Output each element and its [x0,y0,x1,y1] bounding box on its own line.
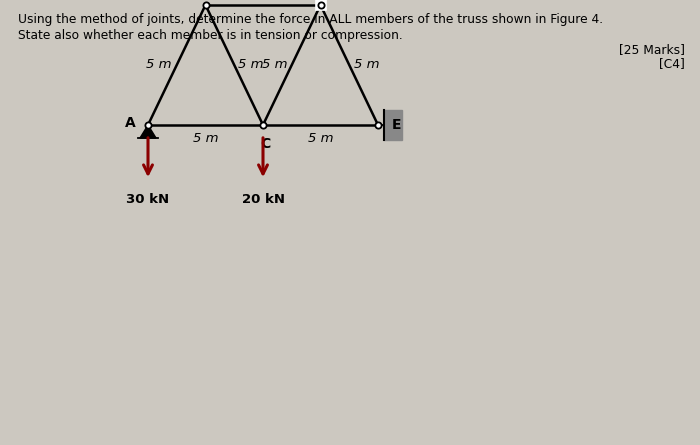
Text: A: A [125,116,136,130]
Text: 5 m: 5 m [239,58,264,72]
Polygon shape [140,125,156,138]
Text: State also whether each member is in tension or compression.: State also whether each member is in ten… [18,29,402,42]
Text: 5 m: 5 m [308,133,333,146]
Text: Using the method of joints, determine the force in ALL members of the truss show: Using the method of joints, determine th… [18,13,603,26]
Bar [384,110,402,140]
Text: E: E [392,118,402,132]
Text: 5 m: 5 m [193,133,218,146]
Text: [C4]: [C4] [659,57,685,70]
Text: 5 m: 5 m [354,58,379,72]
Text: C: C [260,137,270,151]
Text: 30 kN: 30 kN [127,193,169,206]
Text: 5 m: 5 m [262,58,288,72]
Text: 20 kN: 20 kN [241,193,284,206]
Text: 5 m: 5 m [146,58,172,72]
Text: [25 Marks]: [25 Marks] [619,43,685,56]
Bar [316,0,326,10]
